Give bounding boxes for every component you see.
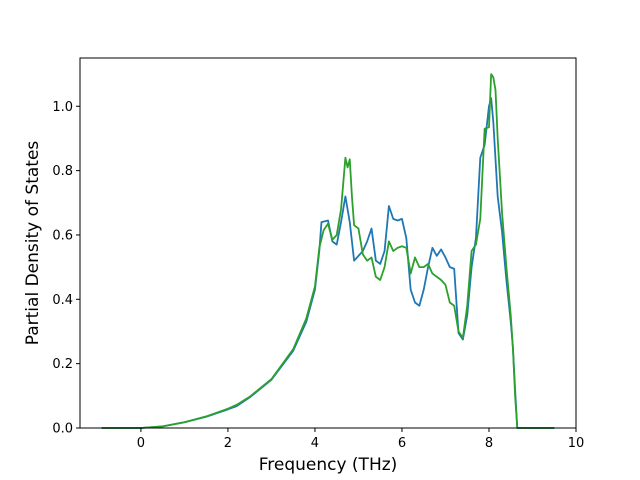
plot-area [80, 58, 576, 428]
y-tick-label: 0.0 [52, 422, 73, 437]
x-tick-label: 2 [224, 436, 232, 451]
x-axis-ticks: 0 2 4 6 8 10 [137, 428, 585, 451]
y-tick-label: 0.6 [52, 228, 73, 243]
plot-frame [79, 57, 577, 429]
y-axis-label: Partial Density of States [23, 141, 43, 346]
x-axis-label: Frequency (THz) [259, 455, 398, 475]
x-tick-label: 6 [398, 436, 406, 451]
y-tick-label: 0.4 [52, 293, 73, 308]
series-line-2 [101, 73, 555, 429]
x-tick-label: 0 [137, 436, 145, 451]
x-tick-label: 4 [311, 436, 319, 451]
y-tick-label: 0.8 [52, 164, 73, 179]
y-axis-ticks: 0.0 0.2 0.4 0.6 0.8 1.0 [52, 100, 80, 437]
y-tick-label: 0.2 [52, 357, 73, 372]
y-tick-label: 1.0 [52, 100, 73, 115]
x-tick-label: 8 [485, 436, 493, 451]
series-layer [101, 73, 555, 429]
x-tick-label: 10 [568, 436, 585, 451]
